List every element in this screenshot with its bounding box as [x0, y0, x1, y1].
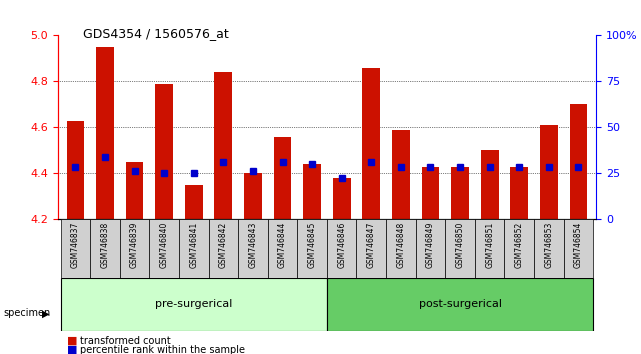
Text: specimen: specimen — [3, 308, 51, 318]
Text: GSM746851: GSM746851 — [485, 222, 494, 268]
Text: GSM746837: GSM746837 — [71, 222, 80, 268]
Bar — [386, 219, 415, 278]
Text: GSM746852: GSM746852 — [515, 222, 524, 268]
Bar — [274, 137, 292, 219]
Bar — [120, 219, 149, 278]
Text: GSM746850: GSM746850 — [456, 222, 465, 268]
Bar — [362, 68, 380, 219]
Text: post-surgerical: post-surgerical — [419, 299, 501, 309]
Bar — [61, 278, 327, 331]
Text: transformed count: transformed count — [80, 336, 171, 346]
Bar — [481, 150, 499, 219]
Bar — [327, 278, 593, 331]
Text: GSM746854: GSM746854 — [574, 222, 583, 268]
Text: GSM746844: GSM746844 — [278, 222, 287, 268]
Text: GDS4354 / 1560576_at: GDS4354 / 1560576_at — [83, 27, 229, 40]
Bar — [534, 219, 563, 278]
Text: GSM746839: GSM746839 — [130, 222, 139, 268]
Text: GSM746841: GSM746841 — [189, 222, 198, 268]
Text: GSM746848: GSM746848 — [396, 222, 405, 268]
Bar — [569, 104, 587, 219]
Bar — [215, 72, 232, 219]
Bar — [303, 164, 321, 219]
Bar — [185, 185, 203, 219]
Bar — [179, 219, 208, 278]
Bar — [149, 219, 179, 278]
Bar — [208, 219, 238, 278]
Text: ▶: ▶ — [42, 308, 49, 318]
Bar — [445, 219, 475, 278]
Bar — [333, 178, 351, 219]
Bar — [96, 47, 114, 219]
Text: GSM746843: GSM746843 — [249, 222, 258, 268]
Text: GSM746838: GSM746838 — [101, 222, 110, 268]
Text: GSM746853: GSM746853 — [544, 222, 553, 268]
Text: GSM746846: GSM746846 — [337, 222, 346, 268]
Text: GSM746840: GSM746840 — [160, 222, 169, 268]
Bar — [61, 219, 90, 278]
Text: GSM746847: GSM746847 — [367, 222, 376, 268]
Bar — [356, 219, 386, 278]
Text: percentile rank within the sample: percentile rank within the sample — [80, 345, 245, 354]
Bar — [327, 219, 356, 278]
Text: ■: ■ — [67, 345, 78, 354]
Text: GSM746845: GSM746845 — [308, 222, 317, 268]
Bar — [415, 219, 445, 278]
Bar — [90, 219, 120, 278]
Bar — [504, 219, 534, 278]
Bar — [238, 219, 268, 278]
Bar — [244, 173, 262, 219]
Bar — [451, 167, 469, 219]
Bar — [422, 167, 439, 219]
Text: pre-surgerical: pre-surgerical — [155, 299, 233, 309]
Text: GSM746842: GSM746842 — [219, 222, 228, 268]
Text: GSM746849: GSM746849 — [426, 222, 435, 268]
Bar — [510, 167, 528, 219]
Bar — [126, 162, 144, 219]
Bar — [392, 130, 410, 219]
Bar — [475, 219, 504, 278]
Bar — [67, 120, 85, 219]
Bar — [297, 219, 327, 278]
Bar — [155, 84, 173, 219]
Bar — [540, 125, 558, 219]
Bar — [563, 219, 593, 278]
Bar — [268, 219, 297, 278]
Text: ■: ■ — [67, 336, 78, 346]
